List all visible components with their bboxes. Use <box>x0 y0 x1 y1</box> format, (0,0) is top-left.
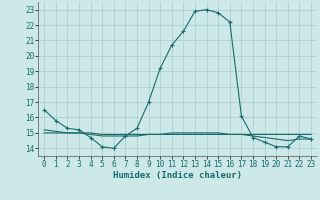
X-axis label: Humidex (Indice chaleur): Humidex (Indice chaleur) <box>113 171 242 180</box>
